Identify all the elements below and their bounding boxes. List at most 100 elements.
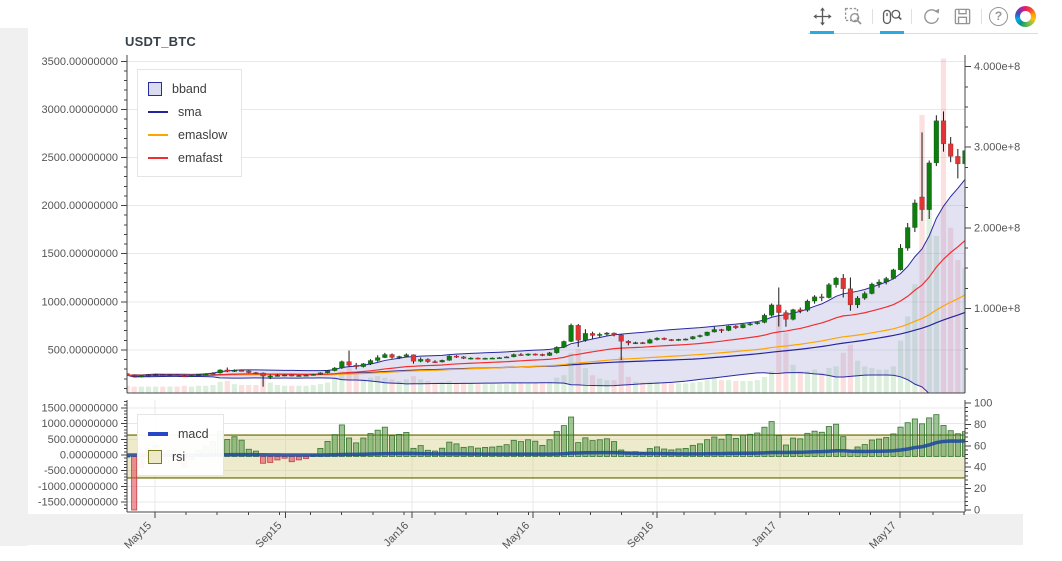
candle-body [253,372,259,375]
rsi-bar [654,446,661,457]
price-plot-area[interactable] [127,55,965,393]
volume-bar [367,377,374,393]
volume-bar [783,332,789,393]
volume-bar [847,344,854,393]
rsi-bar [360,437,367,457]
reset-icon [923,8,939,24]
candle-body [310,374,316,376]
axis-tick-label: 2500.00000000 [42,152,118,164]
box-zoom-tool-button[interactable] [841,5,865,27]
candle-body [317,372,324,375]
candle-body [289,374,295,377]
rsi-bar [338,424,345,457]
candle-body [854,297,861,306]
volume-bar [310,384,316,393]
axis-tick-label: Sep16 [625,520,656,551]
volume-bar [353,374,359,393]
candle-body [418,359,424,362]
volume-bar [618,356,624,393]
candle-body [324,370,331,374]
rsi-bar [224,439,231,457]
rsi-bar [596,439,603,457]
axis-tick-label: Jan17 [750,520,780,550]
volume-bar [181,385,187,393]
volume-bar [403,379,409,393]
candle-body [697,335,703,337]
rsi-bar [260,456,267,464]
rsi-bar [582,437,589,457]
candle-body [546,352,553,356]
candle-body [897,247,904,271]
help-button[interactable]: ? [989,6,1008,26]
axis-tick-label: 2.000e+8 [974,222,1020,234]
volume-bar [647,381,653,393]
rsi-bar [947,430,954,457]
candle-body [210,372,216,375]
candle-body [948,143,954,157]
candle-body [375,357,381,361]
rsi-bar [603,438,610,457]
volume-bar [174,386,180,393]
axis-tick-label: 1000.00000000 [42,418,118,430]
price-legend: bband sma emaslow emafast [137,69,243,177]
candle-body [224,369,230,372]
macd-left-axis: -1500.00000000 -1000.00000000 -500.0000000… [38,400,128,512]
rsi-bar [288,456,295,463]
rsi-bar [460,446,467,457]
rsi-bar [346,437,353,457]
volume-bar [196,385,202,393]
active-tool-underline [880,31,904,34]
volume-bar [346,364,352,393]
volume-bar [804,371,811,393]
candle-body [367,360,374,365]
candle-body [704,331,710,336]
volume-bar [604,380,610,393]
reset-tool-button[interactable] [919,5,943,27]
candle-body [711,329,717,333]
volume-bar [683,383,689,393]
candle-body [869,283,875,294]
volume-bar [324,382,331,393]
wheel-zoom-tool-button[interactable] [880,5,904,34]
rsi-bar [553,430,560,457]
rsi-bar [739,434,746,457]
axis-tick-label: 2000.00000000 [42,200,118,212]
volume-bar [425,380,431,393]
candle-body [138,375,144,378]
candle-body [761,315,768,323]
candle-body [890,269,897,279]
volume-bar [532,383,538,393]
rsi-bar [381,426,388,457]
candle-body [389,354,395,358]
rsi-bar [797,438,804,457]
pan-tool-button[interactable] [810,5,834,34]
emafast-swatch-icon [148,156,168,159]
candle-body [332,367,338,371]
candle-body [188,375,195,378]
candle-body [833,277,839,285]
rsi-bar [417,445,424,457]
bokeh-logo-icon[interactable] [1015,5,1036,27]
rsi-bar [833,423,840,457]
candle-body [453,355,460,358]
emaslow-path [127,294,965,376]
save-icon [954,8,970,24]
rsi-bar [274,456,281,461]
candle-body [718,329,725,331]
volume-bar [518,382,524,393]
volume-bar [217,381,223,393]
volume-bar [690,382,696,393]
volume-bar [568,352,574,393]
candle-body [733,325,739,329]
save-tool-button[interactable] [950,5,974,27]
axis-tick-label: Jan16 [381,520,411,550]
volume-bar [926,203,932,393]
rsi-bar [768,421,775,457]
rsi-bar [389,435,396,457]
emaslow-swatch-icon [148,133,168,136]
page-margin-left [0,28,28,546]
rsi-bar [747,433,754,457]
candle-body [432,361,438,364]
legend-item-macd: macd [148,422,209,445]
